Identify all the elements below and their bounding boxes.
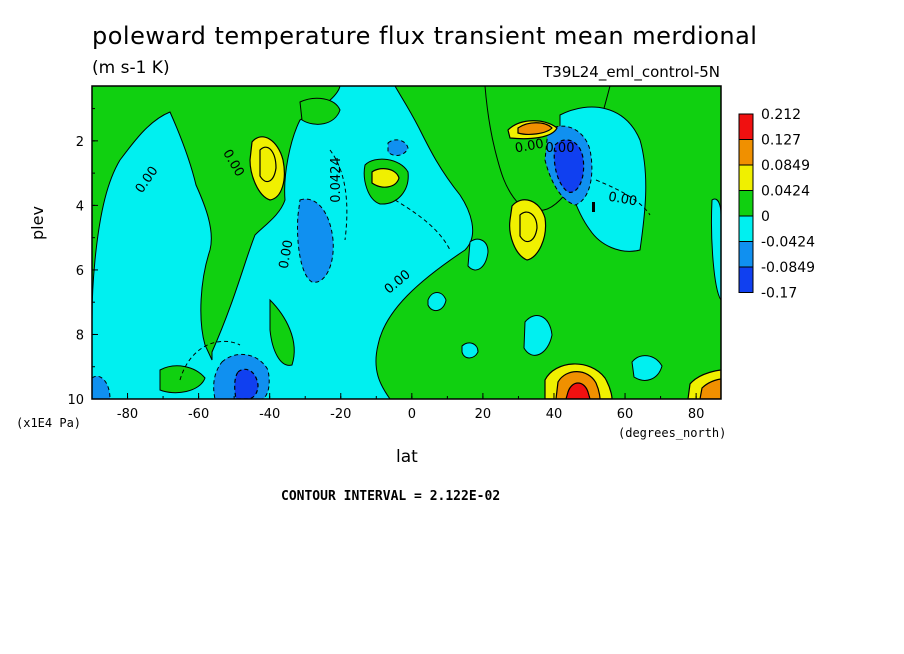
colorbar-swatch-3 bbox=[738, 190, 754, 217]
blue-region-4 bbox=[92, 375, 111, 399]
cyan-hole-3 bbox=[427, 292, 447, 312]
contour-label-5: 0.00 bbox=[514, 137, 545, 157]
yellow-region-3 bbox=[371, 168, 400, 188]
orange-region-1 bbox=[517, 122, 553, 135]
run-label: T39L24_eml_control-5N bbox=[543, 63, 720, 81]
cyan-hole-2 bbox=[631, 355, 663, 381]
x-tick-label-5: 20 bbox=[475, 407, 492, 422]
yellow-region-1 bbox=[249, 136, 285, 201]
colorbar-label-0: 0.212 bbox=[761, 107, 801, 123]
chart-title: poleward temperature flux transient mean… bbox=[92, 22, 758, 50]
darkblue-region-1 bbox=[553, 139, 585, 193]
x-unit-label: (degrees_north) bbox=[618, 426, 727, 440]
green-island-2 bbox=[299, 97, 341, 125]
colorbar: 0.212 0.127 0.0849 0.0424 0 -0.0424 -0.0849 -0.… bbox=[738, 107, 815, 302]
colorbar-label-1: 0.127 bbox=[761, 133, 801, 149]
blue-region-5 bbox=[387, 139, 409, 156]
cyan-hole-6 bbox=[461, 342, 479, 359]
yellow-region-2 bbox=[509, 199, 547, 261]
x-axis: -80 -60 -40 -20 0 20 40 60 80 bbox=[117, 393, 704, 422]
green-region-low bbox=[159, 365, 206, 394]
colorbar-label-5: -0.0424 bbox=[761, 235, 815, 251]
orange-region-3 bbox=[699, 378, 721, 399]
y-tick-label-3: 8 bbox=[76, 328, 84, 343]
y-unit-label: (x1E4 Pa) bbox=[16, 416, 82, 430]
x-axis-label: lat bbox=[396, 447, 418, 467]
contour-label-2: 0.00 bbox=[277, 239, 297, 270]
y-tick-label-0: 2 bbox=[76, 135, 84, 150]
x-tick-label-3: -20 bbox=[330, 407, 351, 422]
contour-label-7: 0.00 bbox=[546, 141, 575, 156]
y-axis: 2 4 6 8 10 bbox=[67, 108, 98, 408]
cyan-hole-5 bbox=[523, 315, 553, 356]
x-tick-label-4: 0 bbox=[408, 407, 416, 422]
contour-label-4: 0.0424 bbox=[329, 157, 344, 203]
colorbar-label-2: 0.0849 bbox=[761, 158, 810, 174]
x-tick-label-8: 80 bbox=[688, 407, 705, 422]
green-region-mid bbox=[269, 298, 295, 366]
colorbar-label-4: 0 bbox=[761, 209, 770, 225]
cyan-hole-4 bbox=[467, 238, 489, 271]
colorbar-swatch-2 bbox=[738, 164, 754, 191]
x-tick-label-6: 40 bbox=[546, 407, 563, 422]
colorbar-swatch-4 bbox=[738, 215, 754, 242]
x-tick-label-0: -80 bbox=[117, 407, 138, 422]
y-axis-label: plev bbox=[28, 206, 47, 240]
colorbar-label-3: 0.0424 bbox=[761, 184, 810, 200]
colorbar-swatch-0 bbox=[738, 113, 754, 140]
colorbar-label-6: -0.0849 bbox=[761, 260, 815, 276]
colorbar-swatch-5 bbox=[738, 241, 754, 268]
y-tick-label-4: 10 bbox=[67, 393, 84, 408]
x-tick-label-1: -60 bbox=[188, 407, 209, 422]
x-tick-label-2: -40 bbox=[259, 407, 280, 422]
contour-label-6: 0.00 bbox=[607, 190, 638, 210]
x-tick-label-7: 60 bbox=[617, 407, 634, 422]
contour-interval: CONTOUR INTERVAL = 2.122E-02 bbox=[281, 489, 501, 504]
y-tick-label-1: 4 bbox=[76, 199, 84, 214]
y-tick-label-2: 6 bbox=[76, 264, 84, 279]
plot-frame bbox=[91, 85, 722, 400]
blue-region-1 bbox=[297, 198, 334, 283]
chart-units: (m s-1 K) bbox=[92, 58, 170, 78]
colorbar-label-7: -0.17 bbox=[761, 286, 797, 302]
colorbar-swatch-6 bbox=[738, 266, 754, 293]
darkblue-region-2 bbox=[234, 368, 259, 399]
colorbar-swatch-1 bbox=[738, 139, 754, 166]
